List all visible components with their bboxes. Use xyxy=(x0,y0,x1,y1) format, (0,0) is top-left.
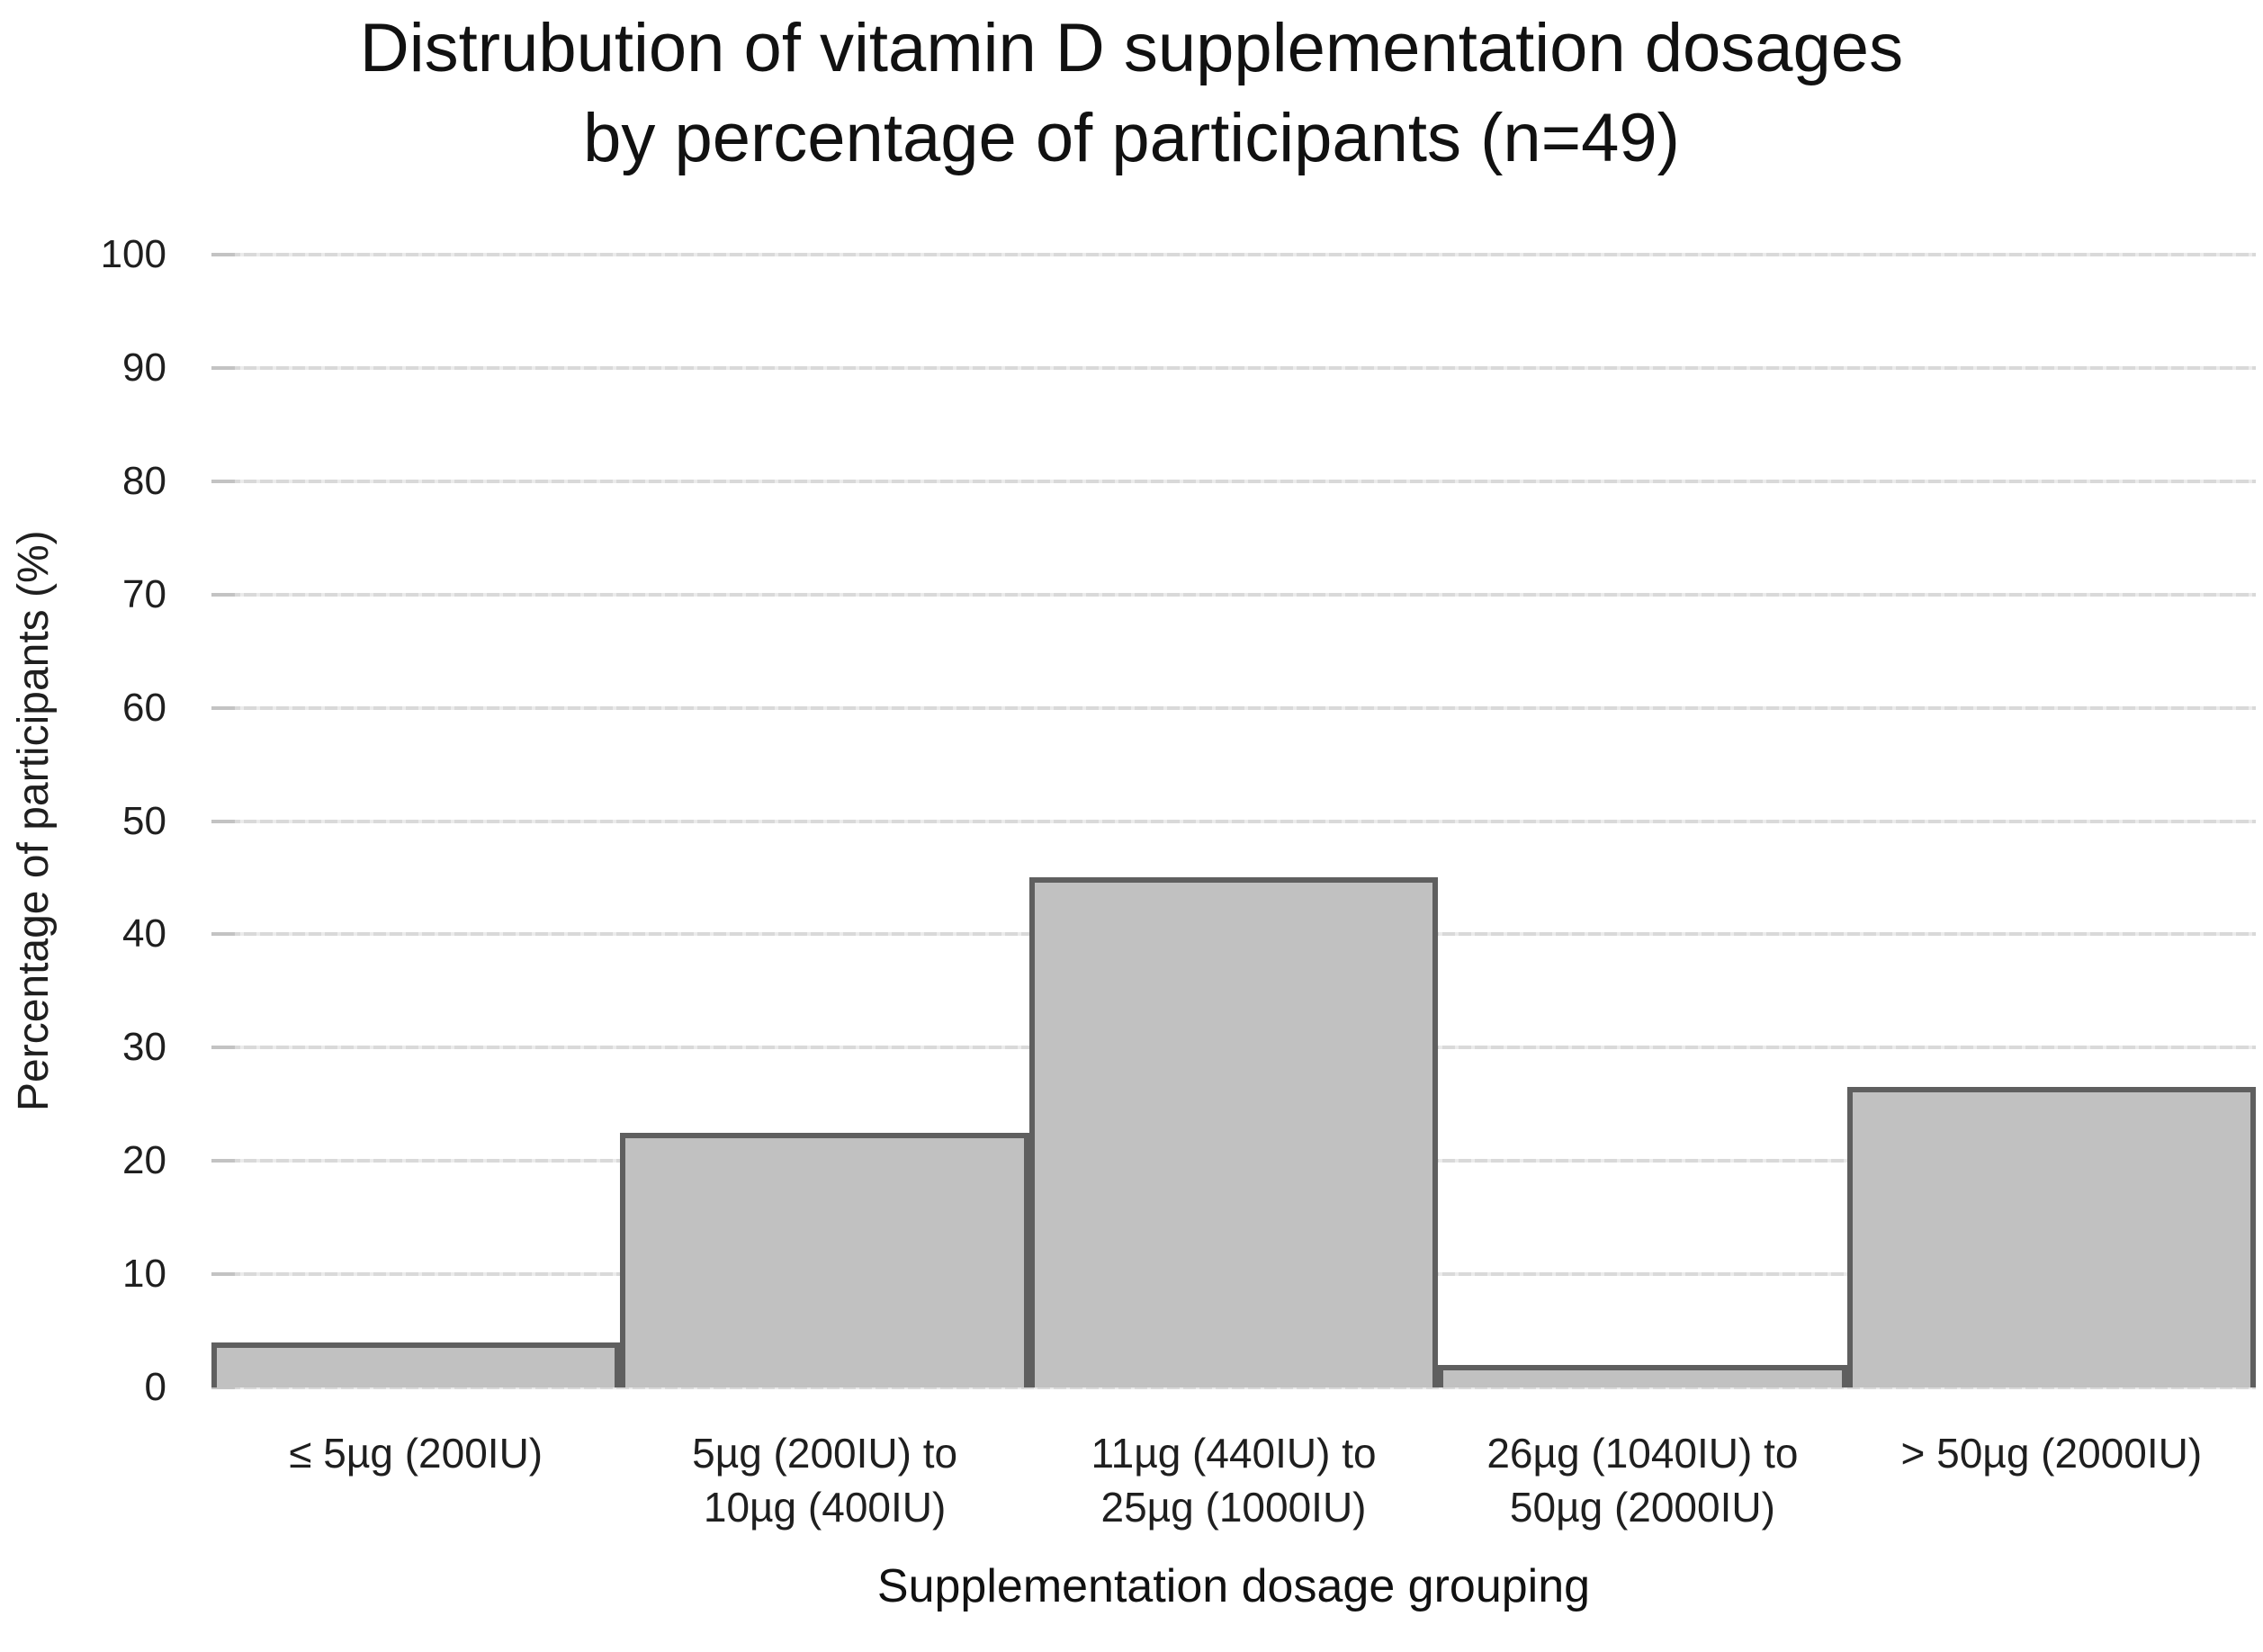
gridline-60 xyxy=(211,705,2256,710)
gridline-80 xyxy=(211,479,2256,483)
chart-title: Distrubution of vitamin D supplementatio… xyxy=(0,4,2263,184)
gridline-0 xyxy=(211,1386,2256,1389)
y-tick-label-90: 90 xyxy=(122,345,166,390)
y-tick-label-80: 80 xyxy=(122,458,166,503)
gridline-90 xyxy=(211,365,2256,370)
y-tick-label-10: 10 xyxy=(122,1252,166,1297)
gridline-70 xyxy=(211,592,2256,597)
x-category-label-4: 26µg (1040IU) to 50µg (2000IU) xyxy=(1486,1430,1799,1531)
bar-category-5 xyxy=(1846,1087,2256,1387)
x-category-label-1: ≤ 5µg (200IU) xyxy=(289,1430,543,1477)
chart-title-line2: by percentage of participants (n=49) xyxy=(583,100,1680,176)
y-tick-label-0: 0 xyxy=(144,1365,166,1409)
bar-category-4 xyxy=(1438,1364,1847,1387)
bar-category-3 xyxy=(1028,877,1439,1387)
y-tick-label-100: 100 xyxy=(100,232,166,276)
y-tick-label-40: 40 xyxy=(122,911,166,956)
x-category-label-2: 5µg (200IU) to 10µg (400IU) xyxy=(692,1430,958,1531)
y-tick-label-50: 50 xyxy=(122,798,166,843)
chart-title-line1: Distrubution of vitamin D supplementatio… xyxy=(359,10,1904,86)
x-axis-category-labels: ≤ 5µg (200IU) 5µg (200IU) to 10µg (400IU)… xyxy=(211,1426,2256,1534)
y-axis-tick-labels: 0 10 20 30 40 50 60 70 80 90 100 xyxy=(0,232,166,1409)
y-tick-label-20: 20 xyxy=(122,1138,166,1183)
gridline-100 xyxy=(211,253,2256,256)
plot-area xyxy=(211,253,2256,1389)
bar-category-2 xyxy=(620,1132,1029,1387)
x-category-label-5: > 50µg (2000IU) xyxy=(1900,1430,2203,1477)
x-axis-title: Supplementation dosage grouping xyxy=(876,1560,1591,1612)
y-tick-label-60: 60 xyxy=(122,685,166,730)
y-tick-label-30: 30 xyxy=(122,1025,166,1070)
gridline-50 xyxy=(211,819,2256,823)
bar-category-1 xyxy=(211,1342,621,1387)
y-tick-label-70: 70 xyxy=(122,571,166,616)
x-category-label-3: 11µg (440IU) to 25µg (1000IU) xyxy=(1091,1430,1377,1531)
